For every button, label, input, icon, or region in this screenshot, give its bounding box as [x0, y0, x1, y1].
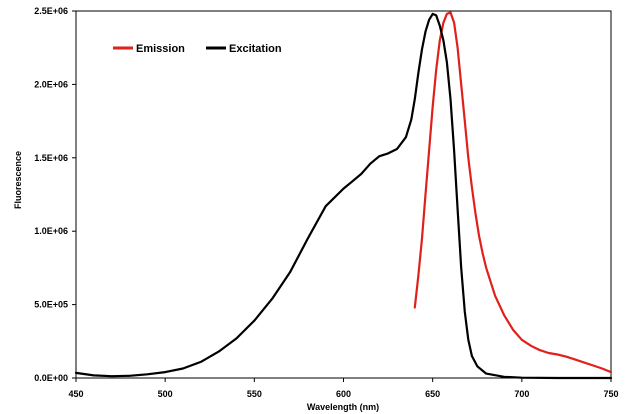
y-tick-label: 1.0E+06 [34, 226, 68, 236]
series-layer [74, 11, 613, 380]
y-tick-label: 2.5E+06 [34, 6, 68, 16]
x-tick-label: 600 [336, 389, 351, 399]
y-tick-label: 2.0E+06 [34, 79, 68, 89]
x-tick-label: 750 [603, 389, 618, 399]
y-tick-label: 0.0E+00 [34, 373, 68, 383]
x-tick-label: 500 [158, 389, 173, 399]
series-line-excitation [74, 12, 613, 380]
y-axis-title: Fluorescence [13, 151, 23, 209]
y-tick-label: 1.5E+06 [34, 153, 68, 163]
y-tick-label: 5.0E+05 [34, 300, 68, 310]
y-axis: 0.0E+00 5.0E+05 1.0E+06 1.5E+06 2.0E+06 2.5E+… [34, 6, 76, 383]
legend-label-excitation: Excitation [229, 43, 282, 55]
legend-label-emission: Emission [136, 43, 185, 55]
series-line-emission [413, 11, 613, 374]
x-axis-title: Wavelength (nm) [307, 402, 379, 412]
x-tick-label: 700 [514, 389, 529, 399]
x-tick-label: 450 [68, 389, 83, 399]
x-tick-label: 650 [425, 389, 440, 399]
x-axis: 450 500 550 600 650 700 750 [68, 378, 619, 399]
plot-area [75, 10, 612, 379]
x-tick-label: 550 [247, 389, 262, 399]
legend: Emission Excitation [113, 43, 282, 55]
